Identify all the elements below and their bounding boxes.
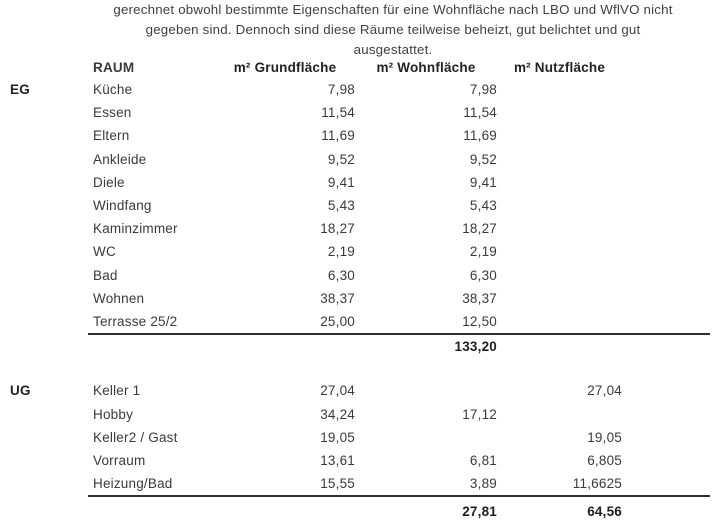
table-row: Hobby 34,24 17,12 [0,402,720,425]
cell-wohnflaeche: 9,41 [469,174,497,190]
cell-grundflaeche: 11,54 [321,105,355,121]
cell-room-name: Keller 1 [93,383,141,399]
table-row: Wohnen 38,37 38,37 [0,287,720,310]
cell-grundflaeche: 11,69 [321,128,355,144]
table-body: EG Küche 7,98 7,98 Essen 11,54 11,54 Elt… [0,78,720,520]
cell-nutzflaeche: 27,04 [587,383,622,399]
cell-grundflaeche: 18,27 [320,221,355,237]
table-row: Kaminzimmer 18,27 18,27 [0,217,720,240]
cell-wohnflaeche: 9,52 [469,151,497,167]
table-row: WC 2,19 2,19 [0,240,720,263]
cell-room-name: Vorraum [93,452,146,468]
table-row: UG Keller 1 27,04 27,04 [0,379,720,402]
cell-room-name: Diele [93,174,125,190]
cell-room-name: Kaminzimmer [93,221,178,237]
cell-wohnflaeche: 12,50 [462,313,497,329]
floor-label: UG [10,383,31,399]
cell-wohnflaeche: 2,19 [469,244,497,260]
cell-room-name: Heizung/Bad [93,476,173,492]
cell-wohnflaeche: 11,54 [463,105,497,121]
table-header-row: RAUM m² Grundfläche m² Wohnfläche m² Nut… [0,56,720,78]
cell-room-name: Wohnen [93,290,145,306]
cell-grundflaeche: 5,43 [327,198,355,214]
table-row: Diele 9,41 9,41 [0,171,720,194]
cell-grundflaeche: 27,04 [320,383,355,399]
cell-nutzflaeche: 64,56 [587,504,622,520]
cell-wohnflaeche: 133,20 [454,339,497,355]
cell-grundflaeche: 9,52 [327,151,355,167]
cell-wohnflaeche: 17,12 [462,406,497,422]
cell-nutzflaeche: 6,805 [587,452,622,468]
cell-wohnflaeche: 3,89 [469,476,497,492]
table-row: Keller2 / Gast 19,05 19,05 [0,426,720,449]
table-row: Essen 11,54 11,54 [0,101,720,124]
cell-room-name: Küche [93,82,133,98]
cell-wohnflaeche: 6,81 [469,452,497,468]
section-total-row: 27,81 64,56 [0,497,720,520]
table-row: Windfang 5,43 5,43 [0,194,720,217]
section-total-divider-line [88,495,710,498]
section-total-divider-line [88,333,710,336]
cell-grundflaeche: 38,37 [320,290,355,306]
cell-wohnflaeche: 11,69 [463,128,497,144]
cell-room-name: Bad [93,267,118,283]
cell-wohnflaeche: 7,98 [469,82,497,98]
table-row: Terrasse 25/2 25,00 12,50 [0,310,720,333]
cell-wohnflaeche: 38,37 [462,290,497,306]
intro-line: gerechnet obwohl bestimmte Eigenschaften… [113,2,673,17]
cell-grundflaeche: 7,98 [327,82,355,98]
column-header-raum: RAUM [93,59,135,75]
floor-label: EG [10,82,30,98]
cell-grundflaeche: 9,41 [327,174,355,190]
table-row: Vorraum 13,61 6,81 6,805 [0,449,720,472]
cell-room-name: Windfang [93,198,152,214]
table-row: Eltern 11,69 11,69 [0,124,720,147]
cell-room-name: Keller2 / Gast [93,429,178,445]
cell-grundflaeche: 19,05 [320,429,355,445]
intro-paragraph: gerechnet obwohl bestimmte Eigenschaften… [93,0,693,60]
cell-grundflaeche: 25,00 [320,313,355,329]
intro-line: ausgestattet. [353,42,433,57]
cell-room-name: WC [93,244,116,260]
cell-grundflaeche: 13,61 [320,452,355,468]
intro-line: gegeben sind. Dennoch sind diese Räume t… [145,22,641,37]
cell-grundflaeche: 2,19 [327,244,355,260]
cell-grundflaeche: 34,24 [320,406,355,422]
cell-room-name: Essen [93,105,132,121]
cell-wohnflaeche: 18,27 [462,221,497,237]
cell-room-name: Hobby [93,406,134,422]
section-spacer [0,358,720,379]
table-row: Heizung/Bad 15,55 3,89 11,6625 [0,472,720,495]
column-header-grundflaeche: m² Grundfläche [233,59,337,75]
section-total-row: 133,20 [0,335,720,358]
cell-wohnflaeche: 5,43 [469,198,497,214]
table-row: EG Küche 7,98 7,98 [0,78,720,101]
table-row: Bad 6,30 6,30 [0,264,720,287]
cell-grundflaeche: 6,30 [327,267,355,283]
table-row: Ankleide 9,52 9,52 [0,148,720,171]
cell-wohnflaeche: 27,81 [462,504,497,520]
cell-room-name: Eltern [93,128,130,144]
column-header-wohnflaeche: m² Wohnfläche [376,59,476,75]
cell-wohnflaeche: 6,30 [469,267,497,283]
cell-room-name: Terrasse 25/2 [93,313,178,329]
column-header-nutzflaeche: m² Nutzfläche [513,59,606,75]
cell-grundflaeche: 15,55 [320,476,355,492]
cell-room-name: Ankleide [93,151,147,167]
cell-nutzflaeche: 19,05 [587,429,622,445]
cell-nutzflaeche: 11,6625 [572,476,622,492]
